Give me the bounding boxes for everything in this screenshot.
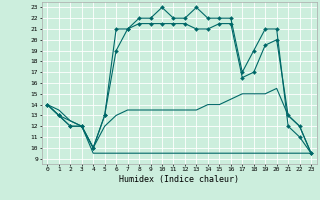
X-axis label: Humidex (Indice chaleur): Humidex (Indice chaleur) — [119, 175, 239, 184]
